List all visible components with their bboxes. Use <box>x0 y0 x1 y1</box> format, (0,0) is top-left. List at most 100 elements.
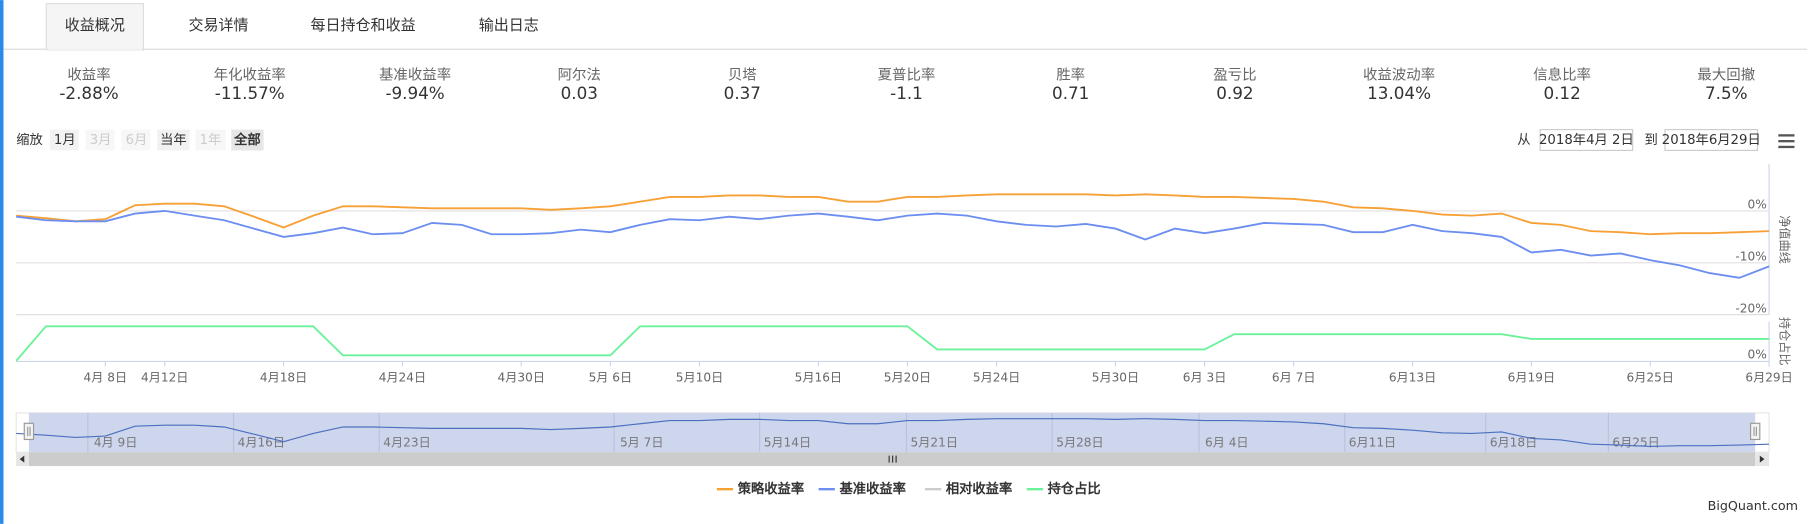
watermark: BigQuant.com <box>1708 498 1798 513</box>
menu-button[interactable] <box>1778 134 1795 149</box>
y-tick-label: -10% <box>1735 249 1766 263</box>
range-input[interactable] <box>1539 129 1634 151</box>
x-tick-label: 6月13日 <box>1389 371 1436 385</box>
navigator-label: 6月 4日 <box>1205 435 1249 449</box>
menu-bar <box>1778 145 1795 149</box>
y2-tick-label: 0% <box>1748 348 1767 362</box>
navigator-label: 6月25日 <box>1612 435 1659 449</box>
stat-label: 盈亏比 <box>1213 66 1256 83</box>
stat-value: -2.88% <box>59 83 118 103</box>
x-tick-label: 6月29日 <box>1745 371 1792 385</box>
active-tab-bg <box>45 2 144 51</box>
x-tick-label: 4月24日 <box>379 371 426 385</box>
zoom-button[interactable]: 当年 <box>160 132 187 148</box>
stat-label: 年化收益率 <box>214 66 286 83</box>
zoom-button-bg <box>49 129 79 151</box>
zoom-button: 3月 <box>90 133 112 148</box>
legend-label: 基准收益率 <box>838 480 905 497</box>
legend-item[interactable]: 相对收益率 <box>925 480 1012 497</box>
x-tick-label: 4月18日 <box>260 371 307 385</box>
legend-label: 相对收益率 <box>946 480 1012 497</box>
range-to-label: 到 <box>1644 132 1657 148</box>
zoom-button-bg <box>195 129 226 151</box>
stat-value: 0.12 <box>1543 83 1580 103</box>
zoom-button: 6月 <box>126 133 148 148</box>
navigator-handle-grip <box>1753 426 1757 437</box>
series-line <box>16 193 1770 236</box>
stat-value: 0.71 <box>1052 83 1089 103</box>
navigator-label: 6月18日 <box>1490 435 1537 449</box>
stat-label: 基准收益率 <box>379 66 451 83</box>
navigator-handle[interactable] <box>1749 422 1761 441</box>
x-tick-label: 4月 8日 <box>84 371 128 385</box>
navigator-label: 4月23日 <box>383 435 430 449</box>
scroll-right-arrow <box>1759 455 1765 463</box>
zoom-button-bg <box>157 129 190 151</box>
stat-value: -9.94% <box>385 83 444 103</box>
x-tick-label: 6月19日 <box>1508 371 1555 385</box>
tab[interactable]: 每日持仓和收益 <box>311 16 416 34</box>
y-tick-label: -20% <box>1735 301 1766 315</box>
x-tick-label: 6月 7日 <box>1272 371 1316 385</box>
stat-value: 0.92 <box>1216 83 1253 103</box>
stat-label: 贝塔 <box>728 66 757 83</box>
stat-value: 7.5% <box>1705 83 1748 103</box>
stat-label: 夏普比率 <box>878 66 936 83</box>
stat-label: 最大回撤 <box>1697 66 1755 83</box>
x-tick-label: 5月10日 <box>676 371 723 385</box>
zoom-label: 缩放 <box>16 132 43 148</box>
range-from[interactable]: 2018年4月 2日 <box>1539 132 1634 148</box>
navigator-label: 5月14日 <box>764 435 811 449</box>
navigator-label: 4月16日 <box>238 435 285 449</box>
tab[interactable]: 输出日志 <box>479 16 539 34</box>
zoom-button-bg <box>121 129 151 151</box>
navigator-label: 5月28日 <box>1056 435 1103 449</box>
x-tick-label: 4月30日 <box>498 371 545 385</box>
series-line <box>16 209 1770 279</box>
stat-label: 信息比率 <box>1533 66 1591 83</box>
x-tick-label: 5月 6日 <box>589 371 633 385</box>
stat-value: 0.37 <box>724 83 761 103</box>
legend-label: 持仓占比 <box>1048 480 1101 497</box>
stat-value: -1.1 <box>890 83 923 103</box>
scroll-left-arrow <box>19 455 25 463</box>
stat-label: 阿尔法 <box>558 66 601 83</box>
stat-value: 0.03 <box>561 83 598 103</box>
zoom-button-bg <box>231 129 264 151</box>
stat-value: 13.04% <box>1367 83 1431 103</box>
navigator-label: 5月 7日 <box>620 435 664 449</box>
legend-item[interactable]: 基准收益率 <box>818 480 906 497</box>
menu-bar <box>1778 140 1795 143</box>
stat-label: 收益波动率 <box>1363 66 1435 83</box>
tab[interactable]: 收益概况 <box>65 16 125 34</box>
x-tick-label: 6月25日 <box>1627 371 1674 385</box>
x-tick-label: 5月30日 <box>1092 371 1139 385</box>
navigator[interactable]: 4月 9日 4月16日 4月23日 5月 7日 5月14日 5月21日 5月28日 6月 4日… <box>15 412 1770 453</box>
x-tick-label: 4月12日 <box>141 371 188 385</box>
navigator-label: 6月11日 <box>1349 435 1396 449</box>
stat-label: 胜率 <box>1056 66 1085 83</box>
zoom-button[interactable]: 全部 <box>233 131 261 148</box>
scroll-grip <box>888 455 897 463</box>
x-tick-label: 5月20日 <box>884 371 931 385</box>
chart: 净值曲线 持仓占比 0% -10% -20% 0% 4月 8日 4月12日 4月18日 4月2… <box>15 164 1793 385</box>
range-from-label: 从 <box>1517 133 1530 148</box>
legend-label: 策略收益率 <box>738 480 804 497</box>
range-input[interactable] <box>1664 129 1759 151</box>
legend-item[interactable]: 策略收益率 <box>716 480 804 497</box>
zoom-button: 1年 <box>200 132 222 148</box>
range-to[interactable]: 2018年6月29日 <box>1662 132 1761 148</box>
series-line <box>15 325 1770 362</box>
x-tick-label: 5月24日 <box>973 371 1020 385</box>
legend-item[interactable]: 持仓占比 <box>1026 480 1101 497</box>
navigator-label: 5月21日 <box>911 435 958 449</box>
navigator-line <box>16 418 1770 448</box>
menu-bar <box>1778 134 1795 137</box>
navigator-handle[interactable] <box>23 422 35 441</box>
legend: 策略收益率 基准收益率 相对收益率 持仓占比 <box>716 480 1101 497</box>
zoom-button[interactable]: 1月 <box>54 133 76 148</box>
tab[interactable]: 交易详情 <box>189 16 249 34</box>
zoom-button-bg <box>85 129 115 151</box>
y-tick-label: 0% <box>1748 198 1767 212</box>
